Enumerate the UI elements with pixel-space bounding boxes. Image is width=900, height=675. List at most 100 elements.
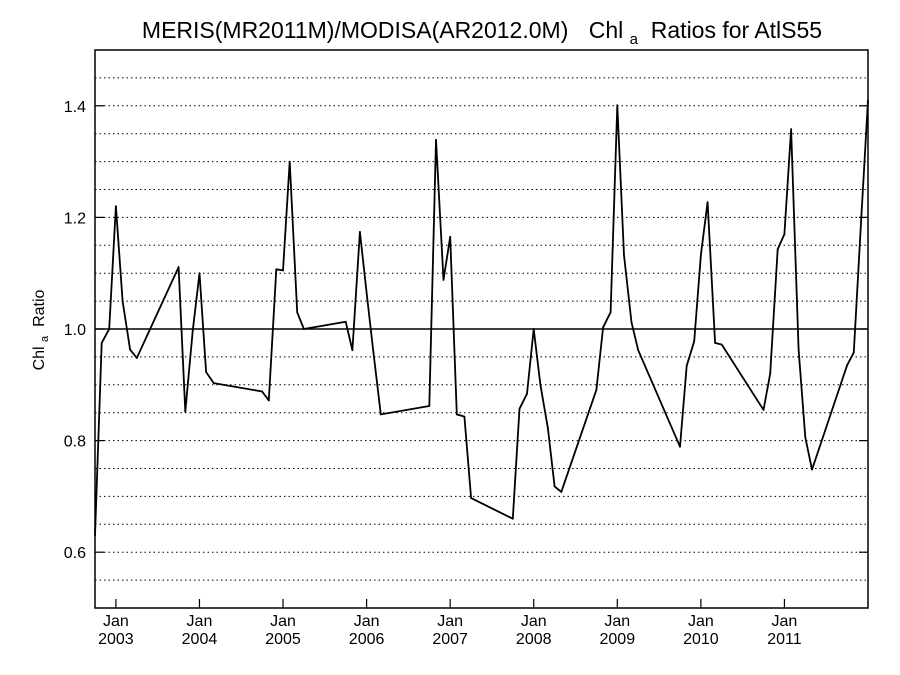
x-tick-year-label: 2009 bbox=[600, 631, 636, 648]
data-point bbox=[532, 328, 535, 330]
data-point bbox=[100, 342, 103, 344]
data-point bbox=[435, 138, 437, 141]
data-point bbox=[630, 321, 633, 324]
data-point bbox=[365, 291, 368, 294]
data-point bbox=[261, 390, 264, 393]
series-line-ratio bbox=[94, 100, 869, 536]
data-point bbox=[539, 383, 542, 386]
data-point bbox=[296, 311, 299, 314]
x-axis-ticks: Jan2003Jan2004Jan2005Jan2006Jan2007Jan20… bbox=[98, 599, 802, 648]
data-point bbox=[637, 349, 640, 352]
x-tick-year-label: 2004 bbox=[182, 631, 218, 648]
data-points bbox=[94, 99, 869, 537]
x-tick-year-label: 2007 bbox=[432, 631, 468, 648]
x-tick-month-label: Jan bbox=[772, 613, 798, 630]
data-point bbox=[685, 364, 688, 367]
data-point bbox=[547, 427, 549, 430]
y-axis-label-subscript: a bbox=[39, 335, 51, 342]
data-point bbox=[518, 407, 521, 410]
data-point bbox=[359, 231, 361, 233]
y-tick-label: 0.8 bbox=[64, 434, 86, 451]
data-point bbox=[714, 342, 716, 344]
y-tick-label: 0.6 bbox=[64, 545, 86, 562]
data-point bbox=[275, 268, 278, 271]
data-point bbox=[762, 409, 765, 411]
y-tick-label: 1.2 bbox=[64, 210, 86, 227]
data-point bbox=[351, 349, 354, 352]
data-point bbox=[177, 266, 180, 268]
x-tick-month-label: Jan bbox=[103, 613, 129, 630]
y-axis-label: Chl a Ratio bbox=[31, 289, 52, 370]
x-tick-year-label: 2006 bbox=[349, 631, 385, 648]
data-point bbox=[135, 357, 138, 359]
data-point bbox=[344, 320, 347, 323]
y-gridlines bbox=[95, 77, 868, 581]
data-point bbox=[797, 348, 800, 351]
chart-title-main: MERIS(MR2011M)/MODISA(AR2012.0M) bbox=[142, 17, 568, 43]
data-point bbox=[623, 254, 625, 257]
x-tick-month-label: Jan bbox=[354, 613, 380, 630]
x-tick-year-label: 2010 bbox=[683, 631, 719, 648]
x-tick-month-label: Jan bbox=[521, 613, 547, 630]
data-point bbox=[288, 160, 291, 163]
data-point bbox=[693, 340, 696, 343]
x-tick-year-label: 2011 bbox=[767, 631, 802, 648]
y-tick-label: 1.4 bbox=[64, 99, 86, 116]
data-point bbox=[198, 272, 201, 275]
data-point bbox=[852, 351, 855, 354]
data-point bbox=[379, 413, 382, 416]
x-tick-month-label: Jan bbox=[187, 613, 213, 630]
data-point bbox=[442, 278, 445, 281]
data-point bbox=[846, 364, 849, 367]
data-point bbox=[108, 328, 111, 330]
y-tick-label: 1.0 bbox=[64, 322, 86, 339]
data-point bbox=[553, 485, 556, 488]
data-point bbox=[129, 348, 131, 351]
x-tick-year-label: 2008 bbox=[516, 631, 552, 648]
y-axis-label-chl: Chl bbox=[31, 346, 48, 370]
data-point bbox=[205, 371, 208, 373]
data-point bbox=[776, 248, 779, 251]
data-point bbox=[212, 382, 215, 385]
x-tick-month-label: Jan bbox=[437, 613, 463, 630]
data-point bbox=[191, 329, 194, 332]
data-point bbox=[121, 300, 124, 302]
data-point bbox=[811, 468, 813, 471]
data-point bbox=[184, 410, 187, 413]
data-point bbox=[706, 201, 709, 204]
data-point bbox=[372, 350, 375, 353]
data-point bbox=[511, 517, 514, 520]
data-point bbox=[267, 399, 270, 402]
data-point bbox=[526, 392, 528, 395]
data-point bbox=[282, 269, 284, 272]
data-point bbox=[428, 405, 431, 407]
data-point bbox=[804, 436, 807, 439]
data-point bbox=[449, 236, 452, 238]
data-point bbox=[560, 491, 563, 493]
data-point bbox=[720, 343, 723, 346]
data-point bbox=[783, 233, 786, 236]
data-point bbox=[679, 445, 681, 448]
data-point bbox=[602, 326, 604, 329]
chart-title-rest: Ratios for AtlS55 bbox=[644, 17, 822, 43]
data-point bbox=[790, 128, 793, 131]
data-point bbox=[616, 104, 619, 107]
data-point bbox=[303, 328, 305, 330]
x-tick-month-label: Jan bbox=[270, 613, 296, 630]
x-tick-year-label: 2005 bbox=[265, 631, 301, 648]
data-point bbox=[463, 415, 466, 418]
data-point bbox=[455, 413, 458, 416]
data-point bbox=[609, 311, 612, 314]
y-axis-ticks: 0.6 0.8 1.0 1.2 1.4 bbox=[64, 99, 868, 562]
x-tick-year-label: 2003 bbox=[98, 631, 134, 648]
data-point bbox=[114, 205, 117, 208]
data-point bbox=[595, 388, 598, 391]
y-axis-label-rest: Ratio bbox=[31, 289, 48, 331]
chart-title: MERIS(MR2011M)/MODISA(AR2012.0M) Chl a R… bbox=[142, 17, 822, 49]
x-tick-month-label: Jan bbox=[688, 613, 714, 630]
chart-title-chl: Chl bbox=[589, 17, 624, 43]
chart-title-chl-subscript: a bbox=[630, 31, 639, 48]
data-point bbox=[470, 497, 472, 499]
data-point bbox=[769, 372, 772, 375]
